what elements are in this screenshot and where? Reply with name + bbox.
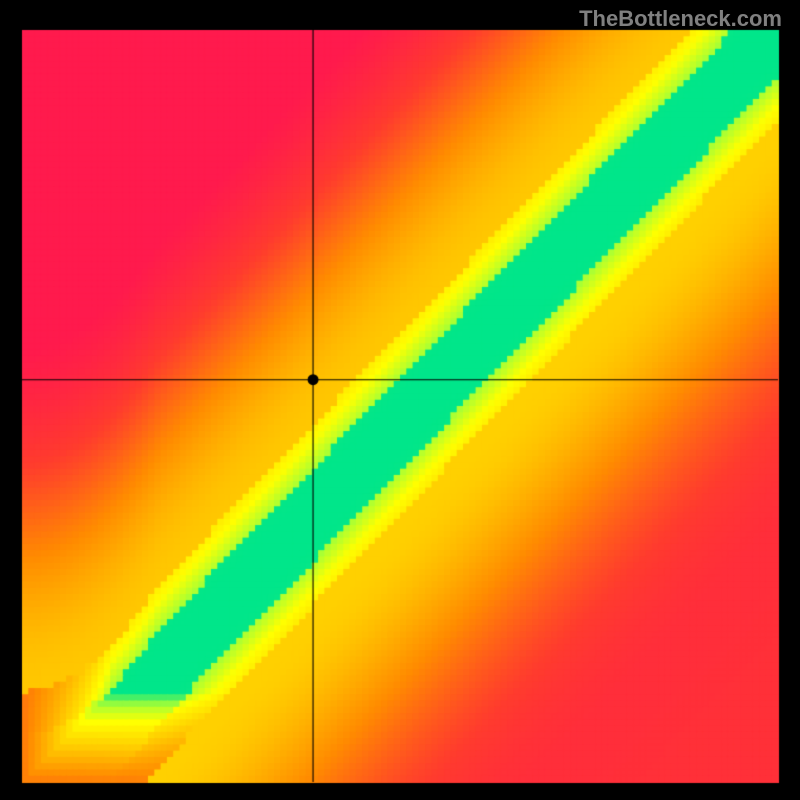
heatmap-plot [0,0,800,800]
watermark-text: TheBottleneck.com [579,6,782,32]
